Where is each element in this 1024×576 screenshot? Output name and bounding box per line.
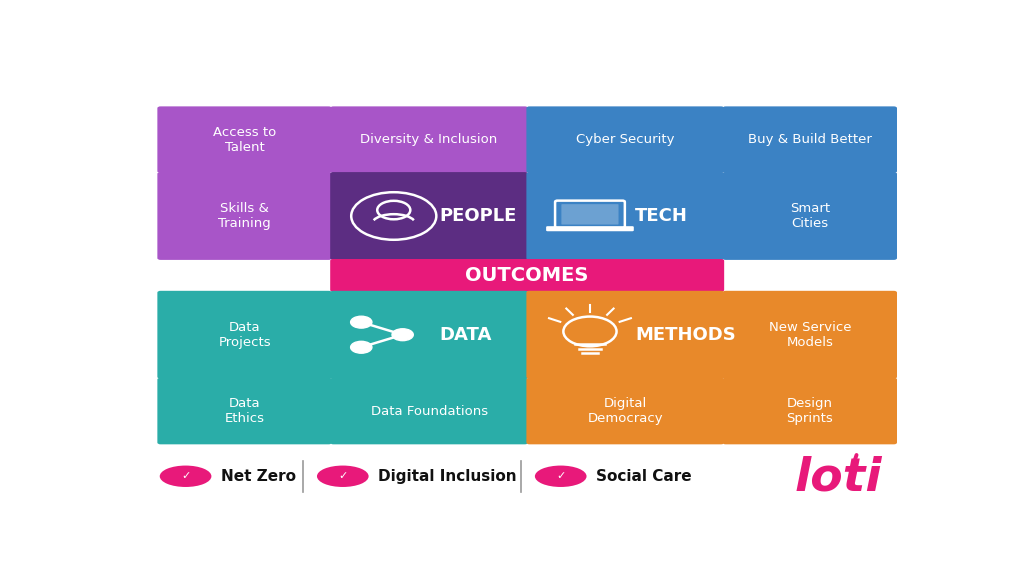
Text: DATA: DATA (439, 325, 492, 344)
Text: ✓: ✓ (556, 471, 565, 482)
FancyBboxPatch shape (330, 172, 528, 260)
Text: Buy & Build Better: Buy & Build Better (748, 133, 871, 146)
FancyBboxPatch shape (723, 107, 897, 173)
Text: Net Zero: Net Zero (221, 469, 296, 484)
FancyBboxPatch shape (546, 226, 634, 231)
Text: Cyber Security: Cyber Security (577, 133, 675, 146)
Text: Data
Projects: Data Projects (218, 321, 271, 348)
FancyBboxPatch shape (723, 172, 897, 260)
FancyBboxPatch shape (158, 378, 332, 444)
Text: ✓: ✓ (181, 471, 190, 482)
FancyBboxPatch shape (158, 172, 332, 260)
Ellipse shape (317, 465, 369, 487)
Text: Data
Ethics: Data Ethics (224, 397, 264, 425)
Ellipse shape (535, 465, 587, 487)
FancyBboxPatch shape (723, 291, 897, 378)
FancyBboxPatch shape (526, 378, 724, 444)
Text: Data Foundations: Data Foundations (371, 404, 487, 418)
Text: Digital
Democracy: Digital Democracy (588, 397, 664, 425)
Text: Social Care: Social Care (596, 469, 691, 484)
Text: Smart
Cities: Smart Cities (790, 202, 829, 230)
FancyBboxPatch shape (526, 291, 724, 378)
Circle shape (350, 316, 372, 328)
Ellipse shape (160, 465, 211, 487)
FancyBboxPatch shape (158, 107, 332, 173)
Text: PEOPLE: PEOPLE (439, 207, 516, 225)
Text: Digital Inclusion: Digital Inclusion (378, 469, 517, 484)
Text: TECH: TECH (635, 207, 688, 225)
FancyBboxPatch shape (526, 107, 724, 173)
FancyBboxPatch shape (330, 378, 528, 444)
Text: ✓: ✓ (338, 471, 347, 482)
Text: loti: loti (795, 456, 882, 501)
FancyBboxPatch shape (158, 291, 332, 378)
Text: Design
Sprints: Design Sprints (786, 397, 834, 425)
FancyBboxPatch shape (526, 172, 724, 260)
FancyBboxPatch shape (561, 204, 618, 225)
Text: METHODS: METHODS (635, 325, 736, 344)
Text: Skills &
Training: Skills & Training (218, 202, 271, 230)
FancyBboxPatch shape (330, 291, 528, 378)
Circle shape (350, 342, 372, 353)
FancyBboxPatch shape (330, 259, 724, 291)
Text: Diversity & Inclusion: Diversity & Inclusion (360, 133, 498, 146)
Text: New Service
Models: New Service Models (769, 321, 851, 348)
Text: OUTCOMES: OUTCOMES (466, 266, 589, 285)
FancyBboxPatch shape (330, 107, 528, 173)
Text: Access to
Talent: Access to Talent (213, 126, 276, 154)
FancyBboxPatch shape (723, 378, 897, 444)
Circle shape (392, 329, 414, 340)
